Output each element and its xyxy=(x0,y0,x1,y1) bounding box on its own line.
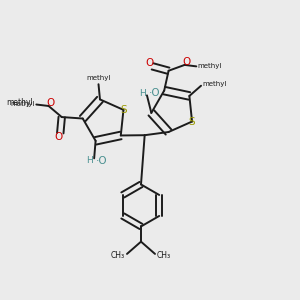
Text: methyl: methyl xyxy=(6,98,33,107)
Text: CH₃: CH₃ xyxy=(157,251,171,260)
Text: O: O xyxy=(55,132,63,142)
Text: methyl: methyl xyxy=(11,100,35,106)
Text: O: O xyxy=(182,57,190,67)
Text: H: H xyxy=(139,88,145,98)
Text: ·O: ·O xyxy=(148,88,160,98)
Text: H: H xyxy=(86,156,93,165)
Text: methyl: methyl xyxy=(86,75,111,81)
Text: CH₃: CH₃ xyxy=(111,251,125,260)
Text: methyl: methyl xyxy=(202,81,227,87)
Text: O: O xyxy=(46,98,54,108)
Text: O: O xyxy=(145,58,153,68)
Text: S: S xyxy=(120,105,127,115)
Text: S: S xyxy=(189,116,195,127)
Text: methyl: methyl xyxy=(198,63,222,69)
Text: ·O: ·O xyxy=(96,156,107,166)
